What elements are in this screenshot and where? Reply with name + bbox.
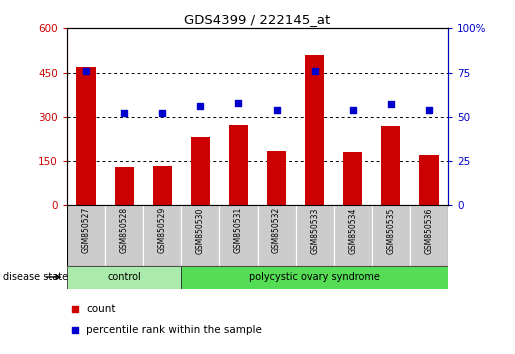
Point [272,107,281,113]
Point [311,68,319,74]
Bar [67,266,181,289]
Point [387,102,395,107]
Bar [382,126,401,205]
Bar [419,155,439,205]
Bar [372,205,410,266]
Bar [191,137,210,205]
Bar [219,205,258,266]
Bar [344,152,363,205]
Text: control: control [107,272,141,282]
Bar [410,205,448,266]
Text: GSM850533: GSM850533 [310,207,319,253]
Point [158,110,166,116]
Bar [153,166,172,205]
Text: GSM850529: GSM850529 [158,207,167,253]
Text: disease state: disease state [3,272,67,282]
Text: GSM850530: GSM850530 [196,207,205,253]
Bar [181,205,219,266]
Bar [296,205,334,266]
Bar [67,205,105,266]
Bar [267,152,286,205]
Point [425,107,433,113]
Bar [229,125,248,205]
Point [120,110,128,116]
Bar [114,167,134,205]
Bar [105,205,143,266]
Text: GSM850536: GSM850536 [424,207,434,253]
Bar [334,205,372,266]
Point [234,100,243,105]
Text: percentile rank within the sample: percentile rank within the sample [86,325,262,336]
Point [82,68,90,74]
Point [71,307,79,312]
Text: GSM850528: GSM850528 [119,207,129,253]
Bar [181,266,448,289]
Point [196,103,204,109]
Text: GSM850532: GSM850532 [272,207,281,253]
Bar [143,205,181,266]
Text: GSM850527: GSM850527 [81,207,91,253]
Text: count: count [86,304,115,314]
Bar [76,67,96,205]
Text: GSM850531: GSM850531 [234,207,243,253]
Point [349,107,357,113]
Text: GSM850534: GSM850534 [348,207,357,253]
Bar [258,205,296,266]
Point [71,328,79,333]
Bar [305,55,324,205]
Title: GDS4399 / 222145_at: GDS4399 / 222145_at [184,13,331,26]
Text: GSM850535: GSM850535 [386,207,396,253]
Text: polycystic ovary syndrome: polycystic ovary syndrome [249,272,380,282]
